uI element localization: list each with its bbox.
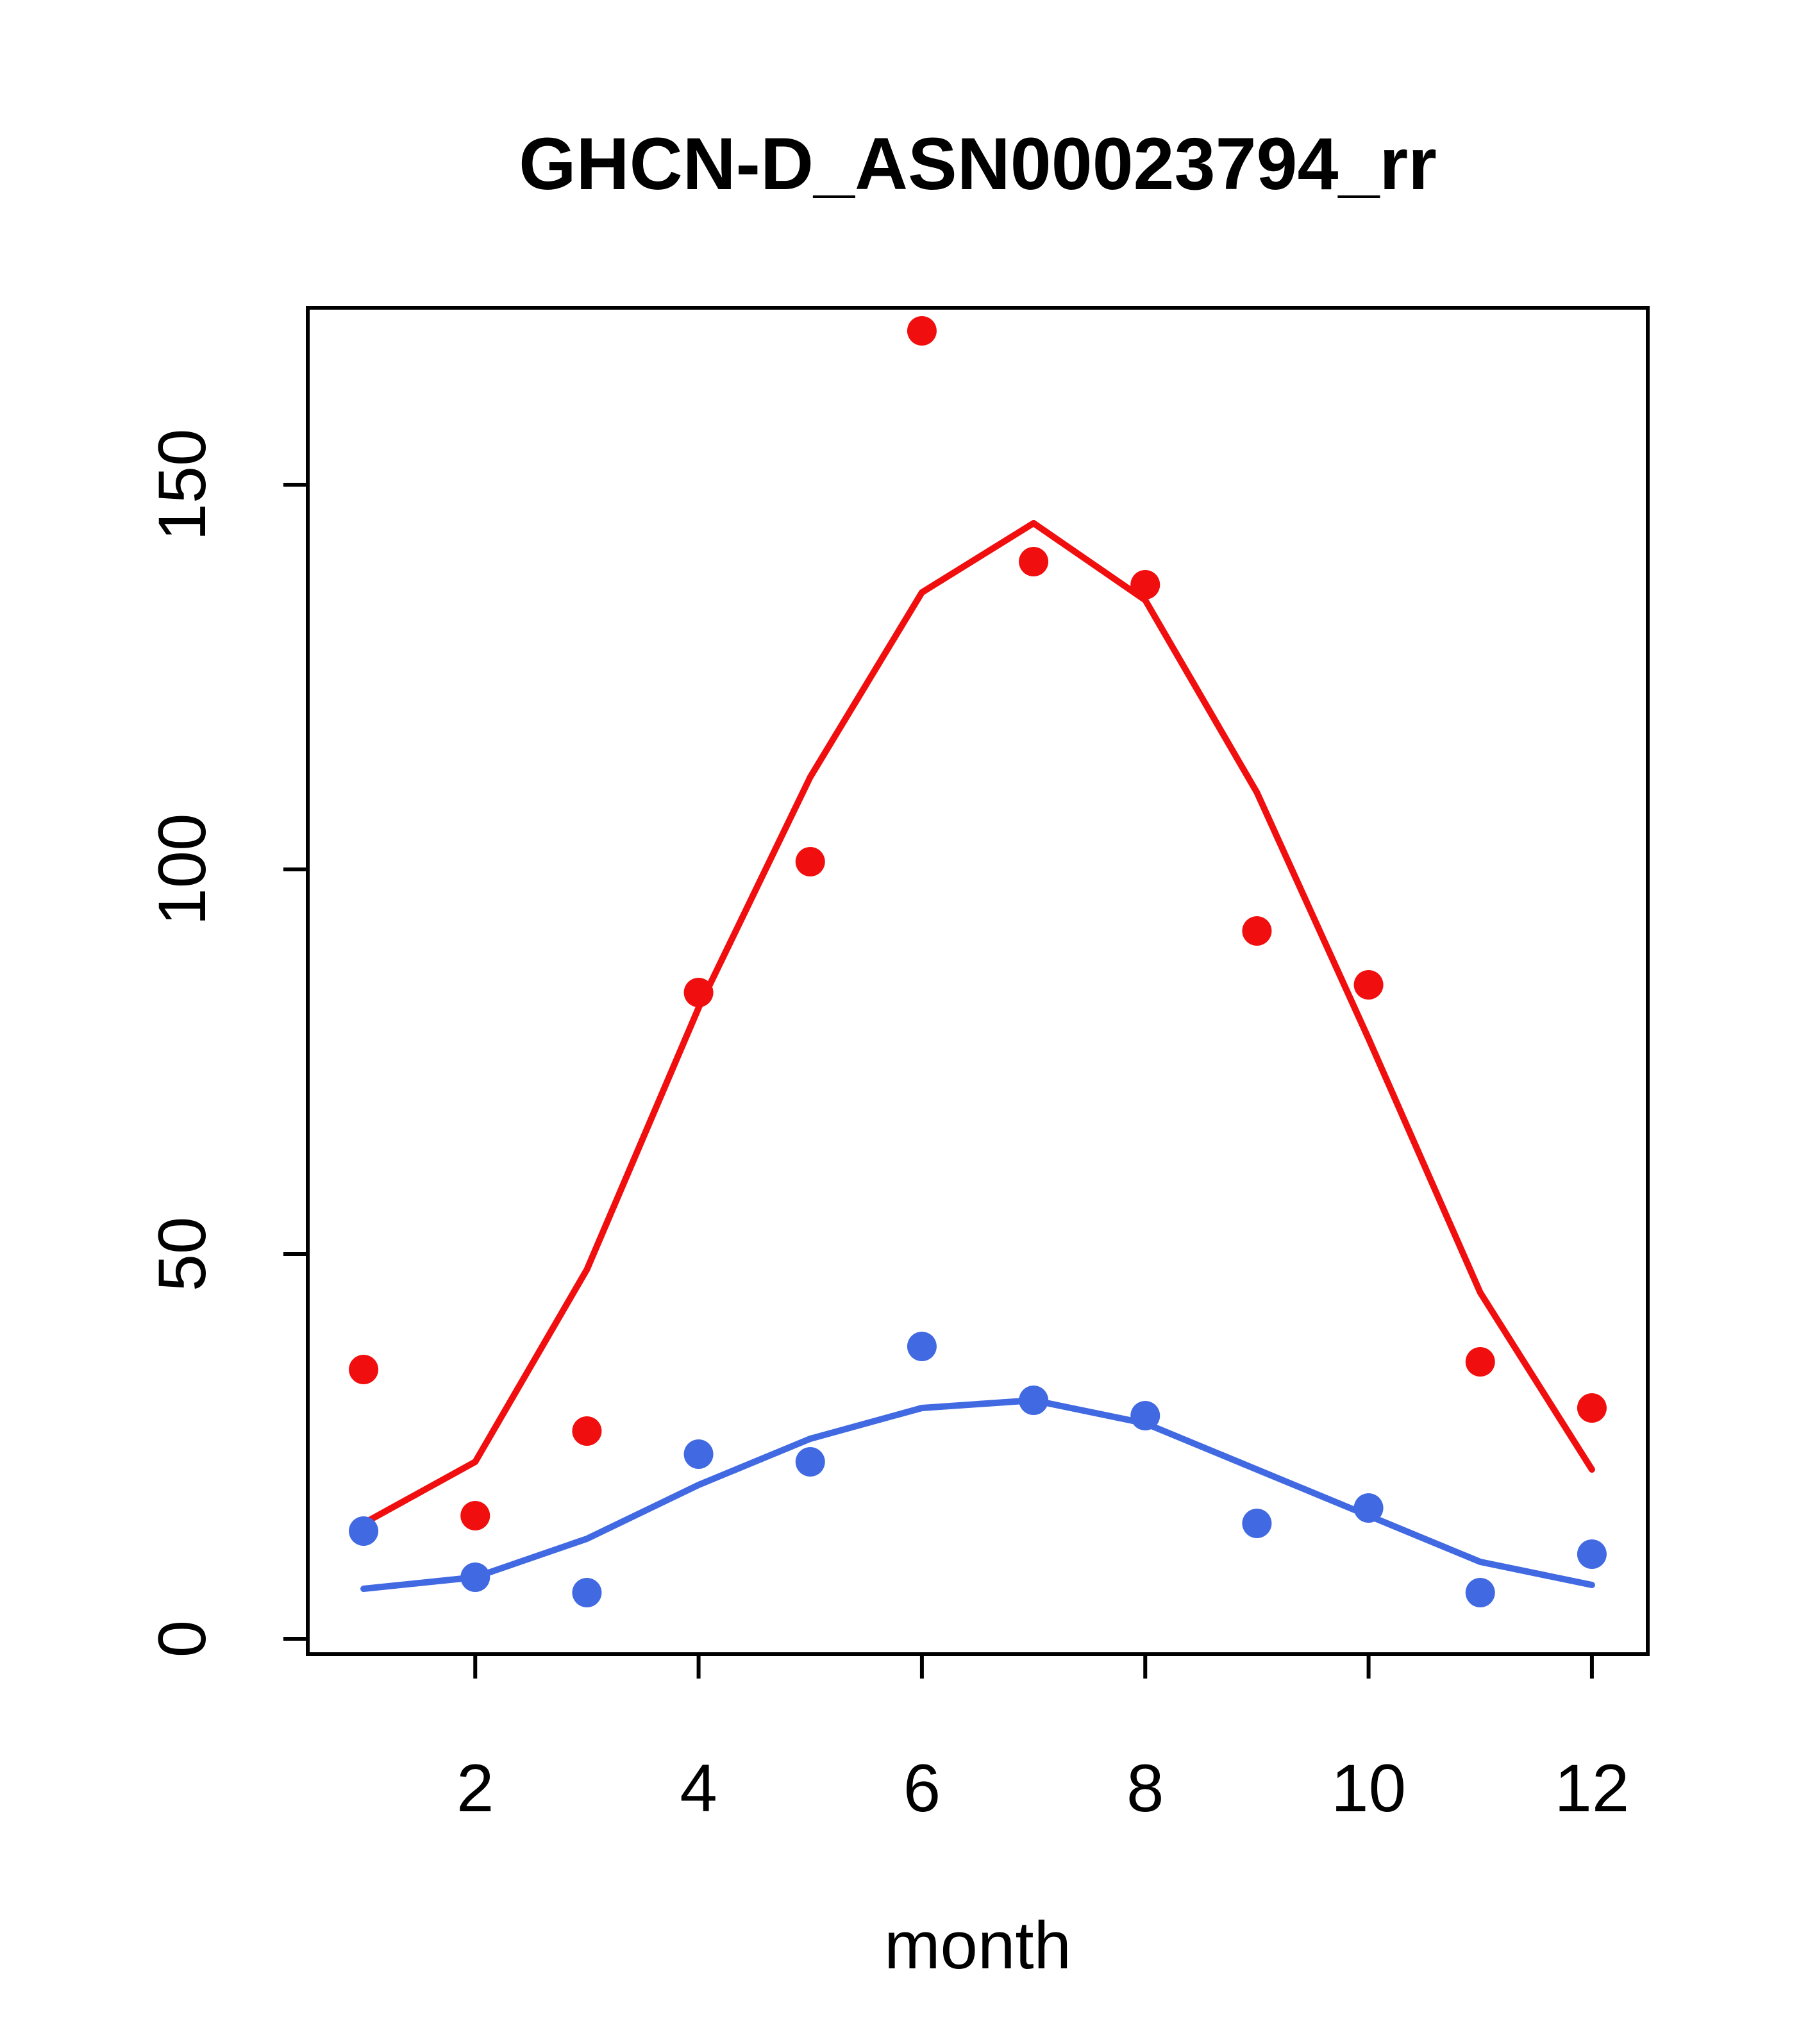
data-point-red-points [1353, 970, 1384, 1000]
x-tick-label: 10 [1331, 1751, 1406, 1826]
plot-area: 2 4 6 8 10 12 0 50 100 150 [145, 306, 1650, 1826]
data-point-blue-points [1242, 1509, 1272, 1538]
data-point-blue-points [1577, 1539, 1607, 1569]
data-point-red-points [795, 847, 825, 876]
x-tick-label: 8 [1126, 1751, 1164, 1826]
series-blue-line [360, 1397, 1595, 1592]
data-point-red-points [1465, 1347, 1495, 1377]
data-point-blue-points [572, 1578, 602, 1607]
data-point-blue-points [683, 1439, 714, 1469]
data-point-blue-points [1353, 1493, 1384, 1523]
data-point-red-points [1577, 1393, 1607, 1423]
data-point-red-points [1242, 916, 1272, 946]
plot-box [306, 306, 1650, 1656]
data-point-red-points [349, 1355, 379, 1384]
series-red-line [360, 520, 1595, 1527]
y-tick-label: 150 [145, 428, 220, 540]
x-tick-label: 6 [903, 1751, 941, 1826]
data-point-blue-points [795, 1447, 825, 1477]
data-point-blue-points [460, 1562, 490, 1592]
y-tick-label: 50 [145, 1217, 220, 1292]
x-axis-label: month [884, 1908, 1071, 1983]
x-tick-label: 12 [1555, 1751, 1630, 1826]
data-point-red-points [1130, 570, 1160, 599]
data-point-blue-points [1130, 1401, 1160, 1430]
data-point-red-points [460, 1501, 490, 1530]
data-point-red-points [907, 316, 937, 346]
data-point-red-points [683, 978, 714, 1007]
data-point-red-points [1019, 547, 1049, 576]
chart-title: GHCN-D_ASN00023794_rr [519, 123, 1437, 205]
data-point-red-points [572, 1416, 602, 1446]
data-point-blue-points [1019, 1386, 1049, 1415]
data-point-blue-points [349, 1516, 379, 1546]
x-tick-label: 4 [680, 1751, 717, 1826]
data-point-blue-points [907, 1332, 937, 1361]
data-point-blue-points [1465, 1578, 1495, 1607]
x-tick-label: 2 [456, 1751, 494, 1826]
y-tick-label: 0 [145, 1620, 220, 1657]
y-tick-label: 100 [145, 813, 220, 925]
